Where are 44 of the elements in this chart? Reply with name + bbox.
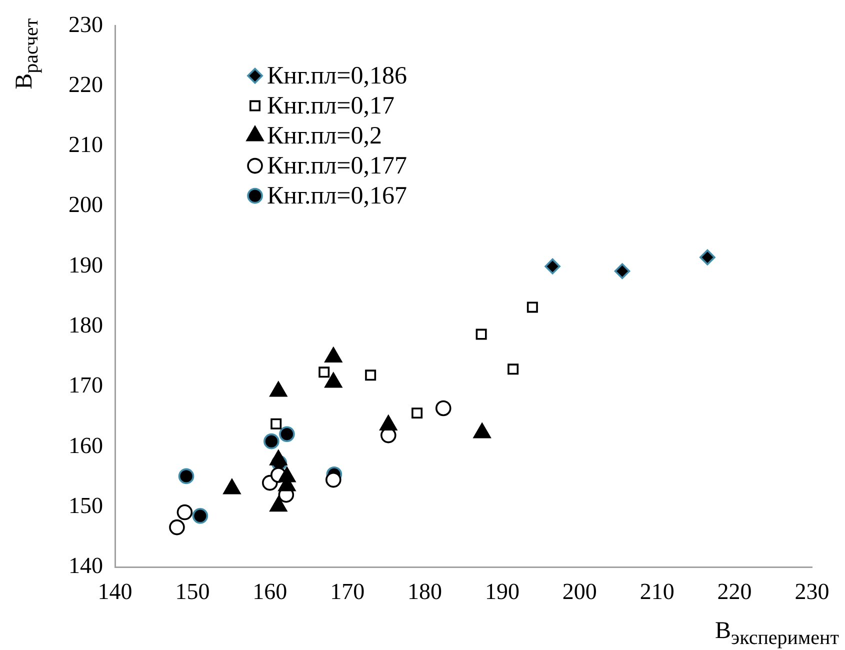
point [412,408,423,419]
x-tick-label: 200 [562,578,597,604]
x-tick-label: 190 [484,578,520,604]
x-tick-label: 160 [252,578,288,604]
point [176,504,193,520]
y-tick-label: 220 [68,72,103,97]
point [435,400,452,416]
point [178,468,194,484]
y-tick-label: 210 [68,132,103,158]
point [508,364,519,375]
point [526,302,538,313]
point [264,433,280,450]
x-tick-label: 230 [794,578,830,604]
point [192,508,208,524]
legend-label: Кнг.пл=0,167 [267,182,407,210]
point [318,366,330,378]
y-tick-label: 150 [68,492,103,518]
x-tick-label: 170 [330,578,365,604]
x-tick-label: 180 [408,578,442,604]
y-tick-label: 200 [68,192,103,218]
point [476,328,487,340]
y-tick-label: 190 [68,252,103,278]
point [365,370,376,381]
point [325,472,342,488]
y-tick-label: 160 [68,432,103,458]
point [614,263,630,280]
x-tick-label: 150 [175,578,210,604]
legend-label: Кнг.пл=0,2 [267,122,382,150]
point [279,426,295,442]
y-tick-label: 230 [68,12,103,37]
x-tick-label: 210 [640,578,674,604]
point [270,418,282,430]
y-tick-label: 170 [68,372,103,398]
x-tick-label: 220 [717,578,752,604]
legend-label: Кнг.пл=0,17 [267,92,394,120]
y-tick-label: 140 [68,553,103,578]
point [544,258,560,274]
legend-label: Кнг.пл=0,186 [267,62,407,90]
x-tick-label: 140 [98,578,132,604]
point [169,519,185,536]
x-axis-title: В$_{эксперимент}$ [715,618,839,650]
legend-label: Кнг.пл=0,177 [267,152,407,180]
y-tick-label: 180 [68,312,103,338]
point [700,249,716,266]
